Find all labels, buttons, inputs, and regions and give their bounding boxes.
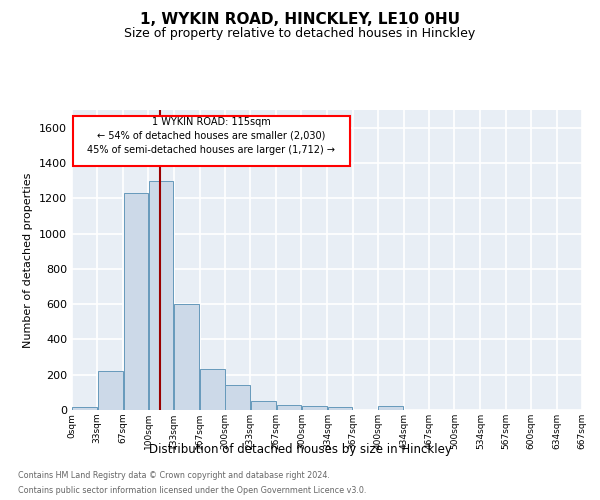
Text: Contains public sector information licensed under the Open Government Licence v3: Contains public sector information licen… bbox=[18, 486, 367, 495]
Bar bbox=[200, 368, 224, 410]
Text: Contains HM Land Registry data © Crown copyright and database right 2024.: Contains HM Land Registry data © Crown c… bbox=[18, 471, 330, 480]
Bar bbox=[73, 408, 97, 410]
Bar bbox=[328, 408, 352, 410]
Bar bbox=[226, 386, 250, 410]
Text: ← 54% of detached houses are smaller (2,030): ← 54% of detached houses are smaller (2,… bbox=[97, 131, 325, 141]
Bar bbox=[124, 193, 148, 410]
Y-axis label: Number of detached properties: Number of detached properties bbox=[23, 172, 34, 348]
Bar bbox=[277, 404, 301, 410]
Bar bbox=[98, 371, 123, 410]
Bar bbox=[251, 401, 276, 410]
FancyBboxPatch shape bbox=[73, 116, 350, 166]
Text: 1, WYKIN ROAD, HINCKLEY, LE10 0HU: 1, WYKIN ROAD, HINCKLEY, LE10 0HU bbox=[140, 12, 460, 28]
Text: Size of property relative to detached houses in Hinckley: Size of property relative to detached ho… bbox=[124, 28, 476, 40]
Bar bbox=[302, 406, 327, 410]
Text: 45% of semi-detached houses are larger (1,712) →: 45% of semi-detached houses are larger (… bbox=[87, 145, 335, 155]
Bar bbox=[149, 180, 173, 410]
Bar bbox=[174, 304, 199, 410]
Text: 1 WYKIN ROAD: 115sqm: 1 WYKIN ROAD: 115sqm bbox=[152, 117, 271, 127]
Text: Distribution of detached houses by size in Hinckley: Distribution of detached houses by size … bbox=[149, 442, 451, 456]
Bar bbox=[378, 406, 403, 410]
